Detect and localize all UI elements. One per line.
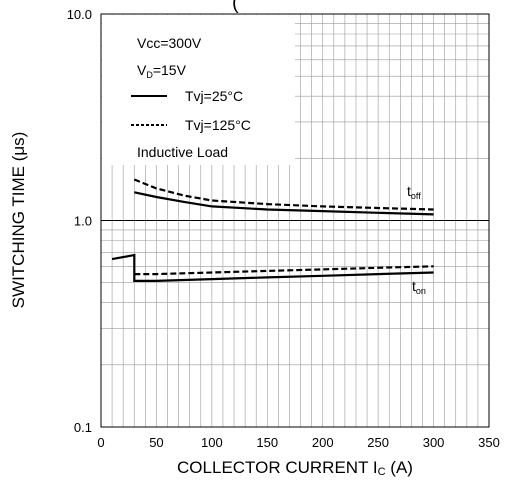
- x-axis-label-main: COLLECTOR CURRENT I: [177, 458, 378, 477]
- x-axis-label: COLLECTOR CURRENT IC (A): [177, 458, 413, 478]
- toff-label: toff: [407, 183, 421, 201]
- toff-label-main: t: [407, 183, 411, 199]
- legend-load: Inductive Load: [137, 144, 228, 160]
- legend-vd-main: V: [137, 62, 147, 78]
- x-tick-label: 100: [201, 435, 223, 450]
- ton-label-sub: on: [416, 286, 426, 296]
- x-tick-label: 0: [97, 435, 104, 450]
- series-lines: [111, 178, 434, 282]
- ton-label: ton: [412, 278, 426, 296]
- legend-tvj25: Tvj=25°C: [185, 88, 243, 104]
- y-tick-label: 10.0: [67, 7, 92, 22]
- series-line-ton-solid: [111, 253, 434, 282]
- x-tick-labels: 0 50 100 150 200 250 300 350: [97, 435, 499, 450]
- y-tick-label: 0.1: [74, 420, 92, 435]
- legend-tvj125: Tvj=125°C: [185, 117, 251, 133]
- series-line-toff-dashed: [133, 178, 434, 211]
- legend-vd-sub: D: [146, 70, 153, 80]
- y-tick-label: 1.0: [74, 214, 92, 229]
- x-tick-label: 200: [312, 435, 334, 450]
- x-tick-label: 300: [423, 435, 445, 450]
- y-axis-label: SWITCHING TIME (μs): [9, 132, 28, 309]
- x-axis-label-sub: C: [378, 466, 386, 478]
- legend-vd: VD=15V: [137, 62, 187, 80]
- legend-vd-value: =15V: [153, 62, 187, 78]
- series-line-toff-solid: [134, 191, 434, 216]
- ton-label-main: t: [412, 278, 416, 294]
- x-tick-label: 150: [256, 435, 278, 450]
- chart-title-fragment: (: [232, 0, 239, 14]
- toff-label-sub: off: [411, 191, 421, 201]
- x-tick-label: 250: [367, 435, 389, 450]
- y-tick-labels: 0.1 1.0 10.0: [67, 7, 92, 435]
- x-tick-label: 350: [478, 435, 500, 450]
- plot-frame: [100, 13, 490, 428]
- series-line-ton-dashed: [134, 265, 434, 276]
- legend-box: [102, 15, 295, 165]
- legend-vcc: Vcc=300V: [137, 35, 202, 51]
- x-tick-label: 50: [149, 435, 163, 450]
- x-axis-label-tail: (A): [386, 458, 413, 477]
